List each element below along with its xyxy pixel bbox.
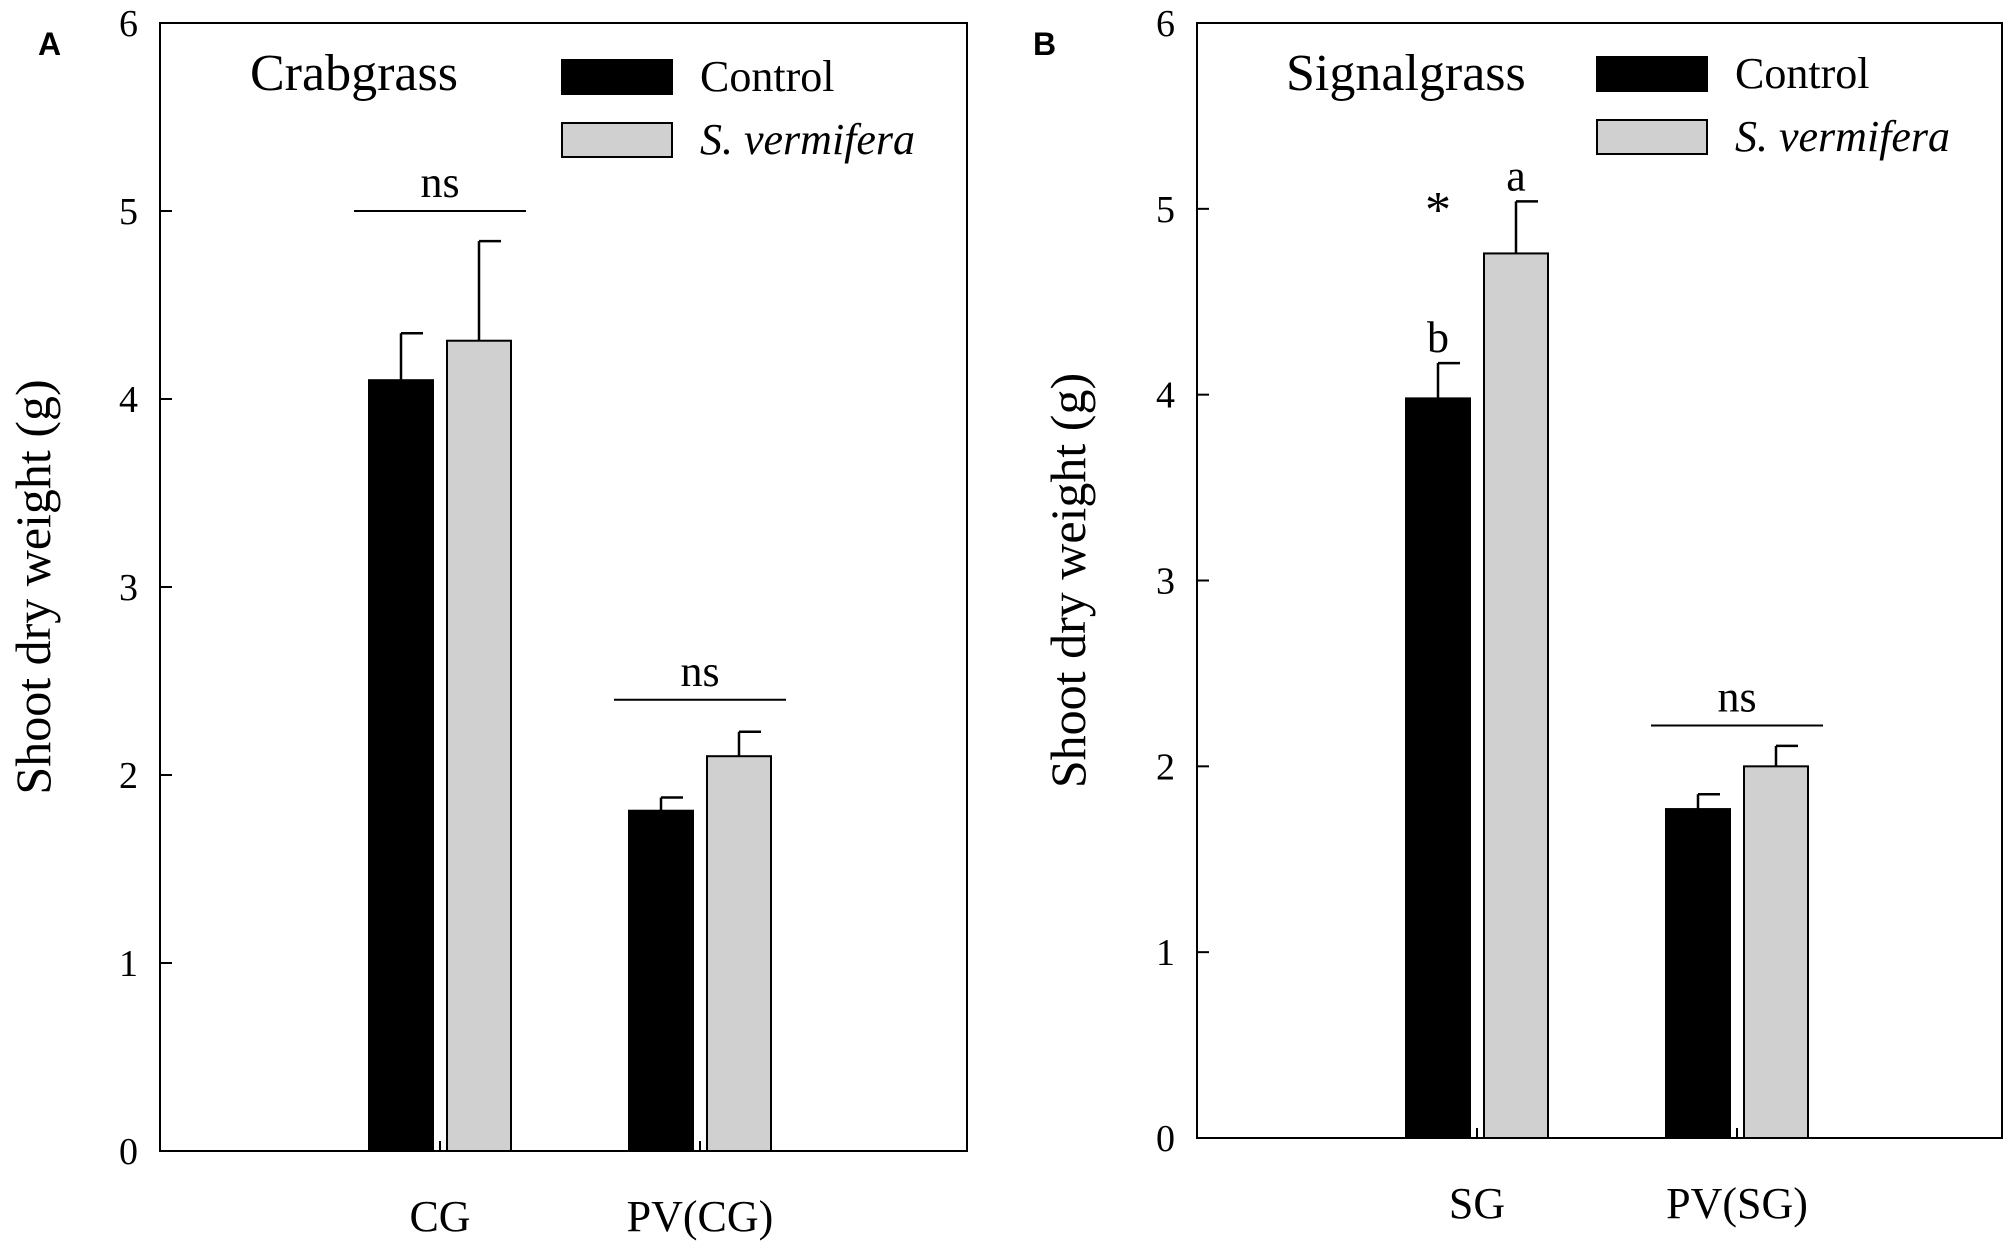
chart-title: Crabgrass (250, 45, 458, 102)
x-tick-label: SG (1449, 1179, 1505, 1228)
bar-treatment (1483, 252, 1549, 1139)
significance-letter: b (1427, 313, 1449, 362)
chart-title: Signalgrass (1286, 45, 1526, 102)
y-tick-label: 3 (119, 567, 138, 609)
significance-label: ns (1717, 672, 1756, 721)
bar-control (1405, 397, 1471, 1139)
legend-swatch-treatment (1596, 119, 1708, 155)
significance-star: * (1425, 182, 1451, 239)
bar-control (368, 379, 434, 1152)
y-tick-label: 0 (1156, 1118, 1175, 1160)
y-tick-label: 4 (1156, 375, 1175, 417)
x-tick-label: PV(CG) (627, 1192, 774, 1241)
legend-label-control: Control (1735, 49, 1869, 98)
panel-letter: A (38, 26, 61, 62)
y-tick-label: 2 (1156, 746, 1175, 788)
significance-letter: a (1506, 151, 1526, 200)
legend-swatch-treatment (561, 122, 673, 158)
x-tick-label: PV(SG) (1666, 1179, 1808, 1228)
bar-treatment (706, 755, 772, 1152)
bar-treatment (446, 339, 512, 1153)
y-tick-label: 4 (119, 379, 138, 421)
y-tick-label: 0 (119, 1131, 138, 1173)
plot-frame (1196, 22, 2003, 1139)
significance-label: ns (420, 158, 459, 207)
legend-swatch-control (561, 59, 673, 95)
y-tick-label: 6 (1156, 3, 1175, 45)
y-tick-label: 2 (119, 755, 138, 797)
panel-letter: B (1033, 26, 1056, 62)
y-axis-label: Shoot dry weight (g) (5, 379, 61, 794)
panel-a: 0 1 2 3 4 5 6 Shoot dry weight (g) A Crabgrass Con… (5, 3, 968, 1241)
y-tick-label: 1 (1156, 932, 1175, 974)
y-axis-label: Shoot dry weight (g) (1040, 373, 1096, 788)
y-tick-label: 5 (119, 191, 138, 233)
bar-control (628, 809, 694, 1152)
bar-treatment (1743, 765, 1809, 1139)
legend-label-control: Control (700, 52, 834, 101)
legend-swatch-control (1596, 56, 1708, 92)
legend-label-treatment: S. vermifera (700, 115, 915, 164)
plot-frame (159, 22, 968, 1152)
y-tick-label: 5 (1156, 189, 1175, 231)
significance-label: ns (680, 647, 719, 696)
y-tick-label: 6 (119, 3, 138, 45)
legend-label-treatment: S. vermifera (1735, 112, 1950, 161)
y-tick-label: 3 (1156, 561, 1175, 603)
y-tick-label: 1 (119, 943, 138, 985)
bar-control (1665, 808, 1731, 1139)
panel-b: 0 1 2 3 4 5 6 Shoot dry weight (g) B Signalgrass C… (1033, 3, 2003, 1228)
x-tick-label: CG (409, 1192, 470, 1241)
